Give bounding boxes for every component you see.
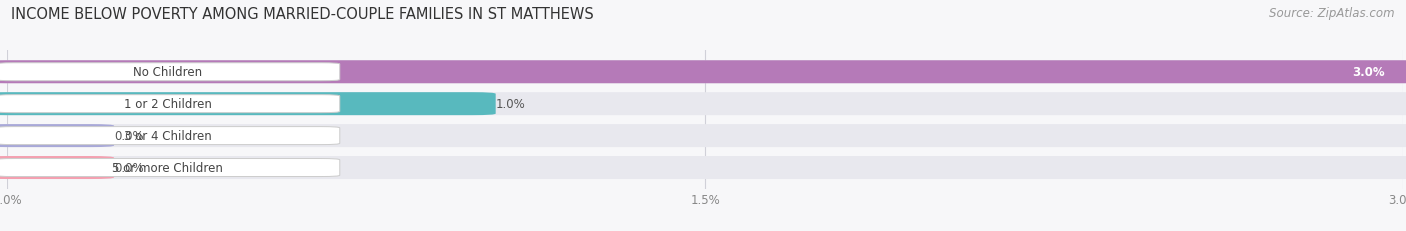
FancyBboxPatch shape xyxy=(0,61,1406,84)
Text: No Children: No Children xyxy=(134,66,202,79)
Text: Source: ZipAtlas.com: Source: ZipAtlas.com xyxy=(1270,7,1395,20)
FancyBboxPatch shape xyxy=(0,93,496,116)
Text: 3.0%: 3.0% xyxy=(1353,66,1385,79)
Text: 0.0%: 0.0% xyxy=(114,161,143,174)
Text: 3 or 4 Children: 3 or 4 Children xyxy=(124,130,211,143)
FancyBboxPatch shape xyxy=(0,61,1406,84)
FancyBboxPatch shape xyxy=(0,127,340,145)
FancyBboxPatch shape xyxy=(0,95,340,113)
Text: 1 or 2 Children: 1 or 2 Children xyxy=(124,98,211,111)
FancyBboxPatch shape xyxy=(0,156,114,179)
FancyBboxPatch shape xyxy=(0,125,1406,147)
FancyBboxPatch shape xyxy=(0,93,1406,116)
Text: INCOME BELOW POVERTY AMONG MARRIED-COUPLE FAMILIES IN ST MATTHEWS: INCOME BELOW POVERTY AMONG MARRIED-COUPL… xyxy=(11,7,593,22)
FancyBboxPatch shape xyxy=(0,125,114,147)
Text: 0.0%: 0.0% xyxy=(114,130,143,143)
Text: 5 or more Children: 5 or more Children xyxy=(112,161,224,174)
Text: 1.0%: 1.0% xyxy=(496,98,526,111)
FancyBboxPatch shape xyxy=(0,156,1406,179)
FancyBboxPatch shape xyxy=(0,159,340,177)
FancyBboxPatch shape xyxy=(0,64,340,81)
